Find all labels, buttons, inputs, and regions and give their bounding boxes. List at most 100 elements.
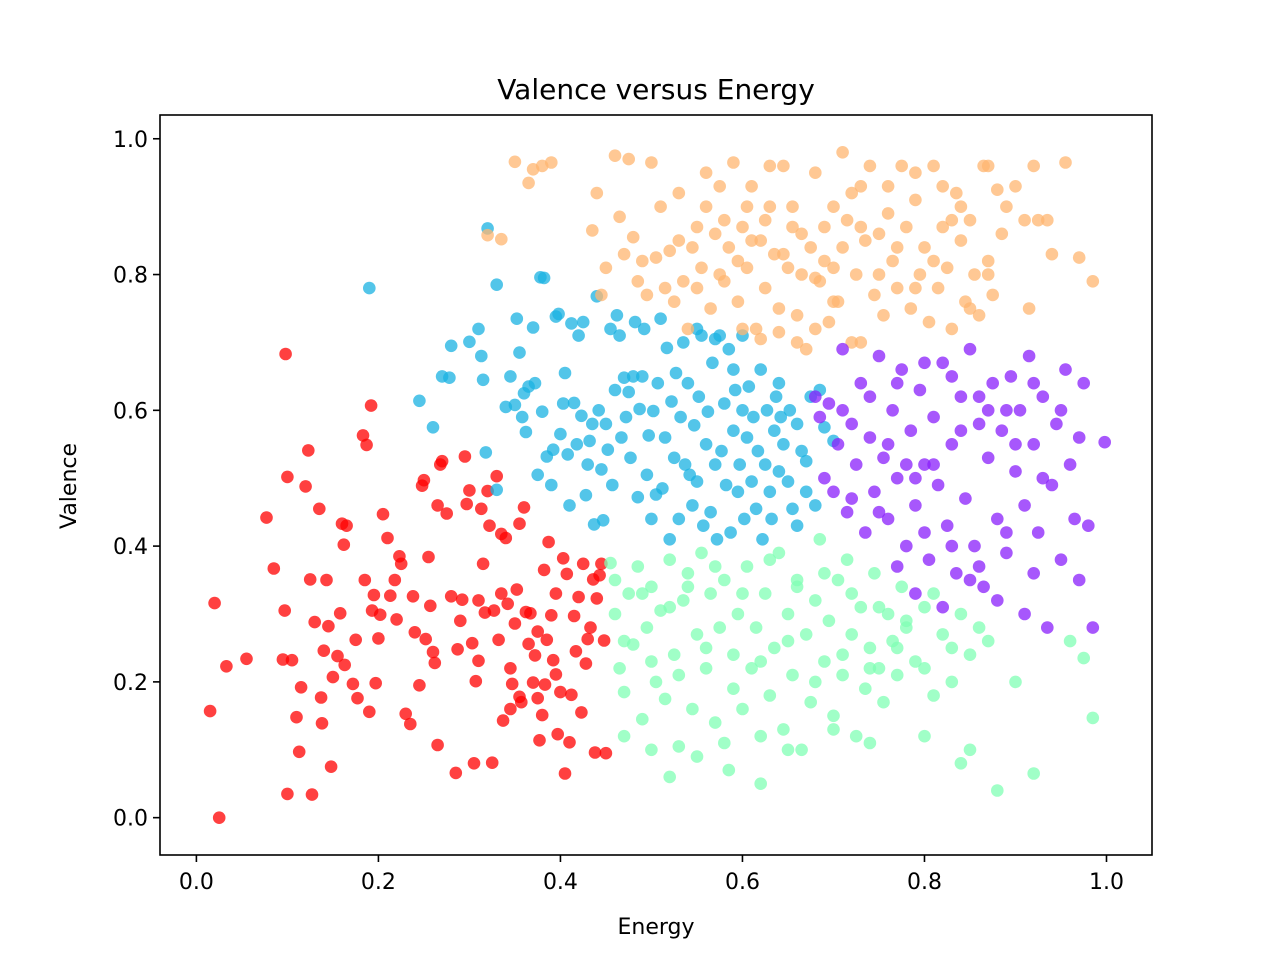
data-point <box>513 346 526 359</box>
data-point <box>995 424 1009 438</box>
data-point <box>827 485 840 499</box>
data-point <box>1098 435 1111 449</box>
data-point <box>836 668 849 682</box>
data-point <box>1027 767 1040 780</box>
data-point <box>708 560 722 573</box>
data-point <box>809 166 822 179</box>
data-point <box>567 609 581 623</box>
data-point <box>768 641 781 655</box>
data-point <box>895 159 908 173</box>
data-point <box>1068 512 1081 526</box>
data-point <box>854 180 868 193</box>
data-point <box>276 653 290 666</box>
data-point <box>756 533 769 546</box>
data-point <box>281 787 294 801</box>
data-point <box>818 567 831 580</box>
data-point <box>663 553 676 566</box>
data-point <box>991 183 1004 196</box>
data-point <box>458 450 472 463</box>
data-point <box>991 512 1004 526</box>
data-point <box>749 502 763 516</box>
data-point <box>849 268 863 281</box>
data-point <box>733 458 746 471</box>
series-3 <box>604 533 1100 797</box>
data-point <box>781 743 795 757</box>
data-point <box>444 339 458 353</box>
data-point <box>496 714 510 727</box>
data-point <box>751 444 765 458</box>
data-point <box>596 514 610 527</box>
data-point <box>740 200 754 213</box>
data-point <box>758 458 772 471</box>
data-point <box>731 485 745 499</box>
data-point <box>590 592 604 605</box>
data-point <box>931 478 945 492</box>
data-point <box>927 587 940 600</box>
data-point <box>981 268 995 281</box>
data-point <box>651 376 665 390</box>
data-point <box>783 404 797 417</box>
data-point <box>886 404 899 417</box>
data-point <box>595 463 608 476</box>
data-point <box>637 322 651 336</box>
data-point <box>212 811 226 824</box>
data-point <box>672 186 686 200</box>
data-point <box>640 621 654 634</box>
data-point <box>736 404 749 417</box>
data-point <box>669 366 683 380</box>
data-point <box>576 315 590 329</box>
data-point <box>485 756 499 769</box>
data-point <box>606 478 619 492</box>
data-point <box>424 599 437 613</box>
data-point <box>854 336 868 349</box>
data-point <box>890 560 904 573</box>
data-point <box>754 332 767 346</box>
data-point <box>763 200 777 213</box>
data-point <box>859 526 872 539</box>
data-point <box>769 390 783 404</box>
data-point <box>963 213 977 227</box>
data-point <box>645 156 658 169</box>
data-point <box>631 560 645 573</box>
data-point <box>772 302 786 315</box>
data-point <box>727 424 740 438</box>
data-point <box>490 278 504 292</box>
data-point <box>572 329 585 342</box>
data-point <box>545 609 558 622</box>
data-point <box>1018 499 1031 512</box>
data-point <box>745 662 758 675</box>
data-point <box>790 336 804 349</box>
data-point <box>1009 180 1022 193</box>
data-point <box>804 241 817 254</box>
data-point <box>774 410 787 424</box>
data-point <box>963 342 977 356</box>
data-point <box>854 600 868 614</box>
data-point <box>731 607 745 621</box>
data-point <box>818 471 831 485</box>
data-point <box>945 675 959 689</box>
data-point <box>836 241 849 254</box>
data-point <box>381 531 394 545</box>
data-point <box>986 288 999 302</box>
data-point <box>487 604 501 617</box>
data-point <box>278 604 292 617</box>
data-point <box>399 707 413 721</box>
data-point <box>790 309 804 322</box>
data-point <box>454 614 467 628</box>
data-point <box>758 281 772 295</box>
data-point <box>781 261 795 275</box>
data-point <box>537 271 551 285</box>
data-point <box>872 268 886 281</box>
data-point <box>663 244 676 258</box>
data-point <box>686 702 699 716</box>
data-point <box>406 590 420 603</box>
data-point <box>1036 471 1050 485</box>
data-point <box>981 159 995 173</box>
data-point <box>1077 651 1090 665</box>
data-point <box>845 587 858 600</box>
data-point <box>1045 478 1059 492</box>
data-point <box>868 567 881 580</box>
data-point <box>601 443 615 457</box>
data-point <box>584 621 597 634</box>
data-point <box>786 502 799 516</box>
